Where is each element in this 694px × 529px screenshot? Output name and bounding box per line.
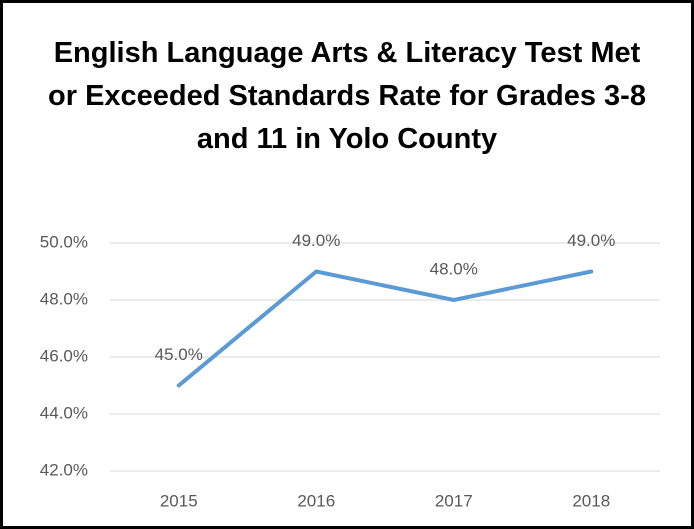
- data-label: 49.0%: [292, 231, 340, 250]
- y-tick-label: 44.0%: [40, 403, 88, 422]
- chart-title: English Language Arts & Literacy Test Me…: [48, 37, 646, 155]
- y-tick-label: 48.0%: [40, 289, 88, 308]
- y-tick-label: 50.0%: [40, 232, 88, 251]
- data-label: 45.0%: [155, 345, 203, 364]
- x-tick-label: 2017: [435, 491, 473, 510]
- data-line: [176, 269, 594, 388]
- y-tick-label: 42.0%: [40, 460, 88, 479]
- x-tick-label: 2016: [297, 491, 335, 510]
- data-label: 49.0%: [567, 231, 615, 250]
- data-label: 48.0%: [430, 259, 478, 278]
- y-tick-label: 46.0%: [40, 346, 88, 365]
- x-tick-label: 2018: [572, 491, 610, 510]
- x-tick-label: 2015: [160, 491, 198, 510]
